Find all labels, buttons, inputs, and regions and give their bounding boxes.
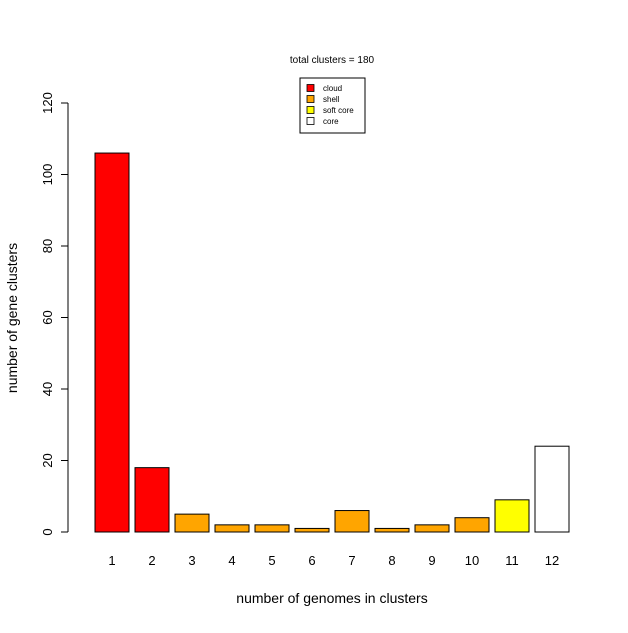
bar-9 bbox=[414, 524, 450, 533]
y-tick-label: 120 bbox=[40, 92, 55, 114]
x-tick-label: 4 bbox=[228, 553, 235, 568]
bar-7 bbox=[334, 510, 370, 533]
bar-1 bbox=[94, 152, 130, 533]
x-tick-label: 1 bbox=[108, 553, 115, 568]
x-tick-label: 2 bbox=[148, 553, 155, 568]
y-tick-label: 20 bbox=[40, 453, 55, 467]
legend-swatch bbox=[306, 117, 315, 125]
y-tick-label: 0 bbox=[40, 528, 55, 535]
y-axis-label: number of gene clusters bbox=[4, 243, 20, 393]
y-tick-label: 80 bbox=[40, 239, 55, 253]
x-tick-label: 9 bbox=[428, 553, 435, 568]
y-tick-label: 60 bbox=[40, 310, 55, 324]
bar-6 bbox=[294, 527, 330, 533]
x-tick-label: 8 bbox=[388, 553, 395, 568]
bar-12 bbox=[534, 445, 570, 533]
x-tick-label: 6 bbox=[308, 553, 315, 568]
legend-swatch bbox=[306, 95, 315, 103]
legend-label: shell bbox=[323, 95, 340, 104]
x-tick-label: 3 bbox=[188, 553, 195, 568]
legend-swatch bbox=[306, 106, 315, 114]
legend-label: core bbox=[323, 117, 339, 126]
bar-11 bbox=[494, 499, 530, 533]
x-tick-label: 12 bbox=[545, 553, 559, 568]
chart-title: total clusters = 180 bbox=[290, 55, 375, 66]
bars bbox=[94, 152, 570, 533]
legend-swatch bbox=[306, 84, 315, 92]
x-tick-label: 10 bbox=[465, 553, 479, 568]
x-tick-label: 7 bbox=[348, 553, 355, 568]
bar-2 bbox=[134, 467, 170, 533]
bar-10 bbox=[454, 517, 490, 533]
legend-label: cloud bbox=[323, 84, 342, 93]
x-tick-label: 11 bbox=[505, 553, 519, 568]
legend: cloud shell soft core core bbox=[299, 77, 366, 134]
bar-3 bbox=[174, 513, 210, 533]
bar-5 bbox=[254, 524, 290, 533]
x-axis-label: number of genomes in clusters bbox=[236, 590, 427, 606]
y-axis: 0 20 40 60 80 100 120 bbox=[40, 92, 69, 536]
y-tick-label: 40 bbox=[40, 382, 55, 396]
x-tick-label: 5 bbox=[268, 553, 275, 568]
x-tick-labels: 1 2 3 4 5 6 7 8 9 10 11 12 bbox=[108, 553, 559, 568]
y-tick-label: 100 bbox=[40, 164, 55, 186]
legend-label: soft core bbox=[323, 106, 354, 115]
bar-4 bbox=[214, 524, 250, 533]
bar-8 bbox=[374, 527, 410, 533]
